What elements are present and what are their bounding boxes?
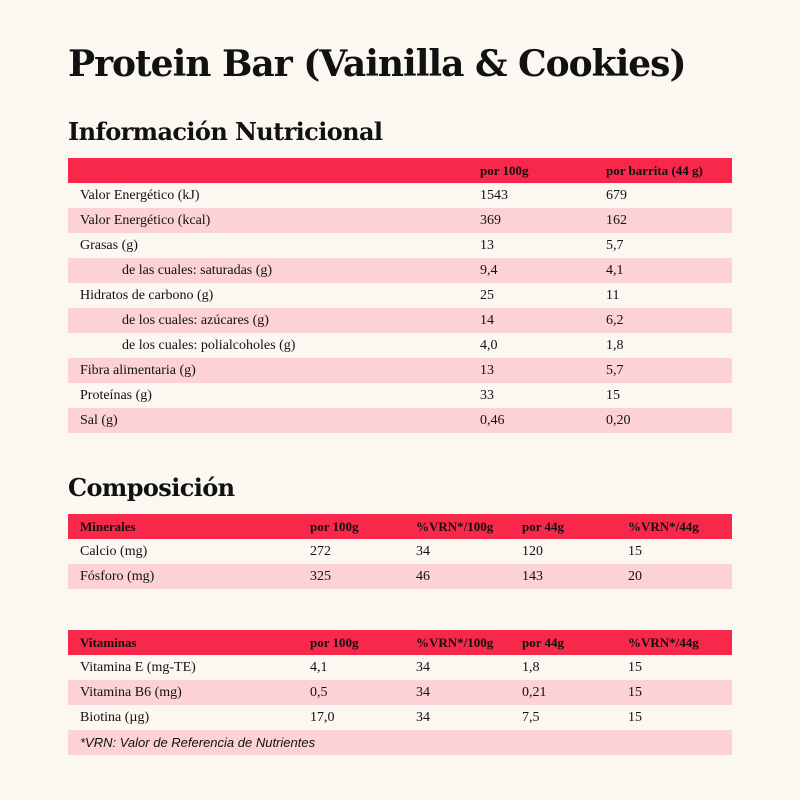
column-header: por 44g bbox=[522, 519, 565, 534]
item-value: 34 bbox=[416, 685, 430, 700]
item-value: 34 bbox=[416, 660, 430, 675]
footnote-row: *VRN: Valor de Referencia de Nutrientes bbox=[68, 730, 732, 755]
nutrient-label: Valor Energético (kJ) bbox=[80, 188, 200, 203]
item-value: 272 bbox=[310, 544, 331, 559]
value-per-100g: 369 bbox=[480, 213, 501, 228]
nutrition-header-row: por 100g por barrita (44 g) bbox=[68, 158, 732, 183]
item-value: 15 bbox=[628, 660, 642, 675]
table-row: Sal (g) 0,46 0,20 bbox=[68, 408, 732, 433]
table-row: de los cuales: polialcoholes (g) 4,0 1,8 bbox=[68, 333, 732, 358]
composition-heading: Composición bbox=[68, 473, 235, 502]
item-value: 20 bbox=[628, 569, 642, 584]
item-label: Vitamina B6 (mg) bbox=[80, 685, 182, 700]
value-per-100g: 4,0 bbox=[480, 338, 498, 353]
item-value: 15 bbox=[628, 544, 642, 559]
footnote: *VRN: Valor de Referencia de Nutrientes bbox=[80, 735, 316, 750]
value-per-bar: 5,7 bbox=[606, 238, 624, 253]
table-row: Calcio (mg) 272 34 120 15 bbox=[68, 539, 732, 564]
item-value: 4,1 bbox=[310, 660, 328, 675]
item-value: 46 bbox=[416, 569, 430, 584]
nutrient-label: Grasas (g) bbox=[80, 238, 138, 253]
column-header: Vitaminas bbox=[80, 635, 137, 650]
item-label: Biotina (µg) bbox=[80, 710, 150, 725]
table-row: Valor Energético (kcal) 369 162 bbox=[68, 208, 732, 233]
item-value: 0,21 bbox=[522, 685, 547, 700]
nutrition-table: por 100g por barrita (44 g) Valor Energé… bbox=[68, 158, 732, 433]
column-header: %VRN*/44g bbox=[628, 519, 699, 534]
nutrient-label: Sal (g) bbox=[80, 413, 118, 428]
nutrient-label: Fibra alimentaria (g) bbox=[80, 363, 196, 378]
table-row: Hidratos de carbono (g) 25 11 bbox=[68, 283, 732, 308]
value-per-bar: 679 bbox=[606, 188, 627, 203]
page-title: Protein Bar (Vainilla & Cookies) bbox=[68, 43, 686, 85]
nutrient-label: de los cuales: polialcoholes (g) bbox=[122, 338, 296, 353]
value-per-100g: 33 bbox=[480, 388, 494, 403]
value-per-100g: 0,46 bbox=[480, 413, 505, 428]
column-header-per-100g: por 100g bbox=[480, 163, 529, 178]
item-label: Calcio (mg) bbox=[80, 544, 148, 559]
table-row: Fósforo (mg) 325 46 143 20 bbox=[68, 564, 732, 589]
table-row: Vitamina E (mg-TE) 4,1 34 1,8 15 bbox=[68, 655, 732, 680]
item-label: Vitamina E (mg-TE) bbox=[80, 660, 196, 675]
item-value: 0,5 bbox=[310, 685, 328, 700]
column-header: %VRN*/44g bbox=[628, 635, 699, 650]
nutrient-label: Valor Energético (kcal) bbox=[80, 213, 211, 228]
value-per-bar: 162 bbox=[606, 213, 627, 228]
table-row: Biotina (µg) 17,0 34 7,5 15 bbox=[68, 705, 732, 730]
value-per-bar: 4,1 bbox=[606, 263, 624, 278]
table-row: Grasas (g) 13 5,7 bbox=[68, 233, 732, 258]
minerals-table: Minerales por 100g %VRN*/100g por 44g %VRN*/… bbox=[68, 514, 732, 589]
value-per-100g: 9,4 bbox=[480, 263, 498, 278]
value-per-100g: 13 bbox=[480, 363, 494, 378]
value-per-bar: 0,20 bbox=[606, 413, 631, 428]
nutrient-label: Proteínas (g) bbox=[80, 388, 152, 403]
item-value: 15 bbox=[628, 685, 642, 700]
column-header: por 100g bbox=[310, 635, 359, 650]
column-header: Minerales bbox=[80, 519, 136, 534]
column-header-per-bar: por barrita (44 g) bbox=[606, 163, 703, 178]
item-value: 34 bbox=[416, 544, 430, 559]
nutrient-label: Hidratos de carbono (g) bbox=[80, 288, 214, 303]
item-value: 34 bbox=[416, 710, 430, 725]
value-per-100g: 13 bbox=[480, 238, 494, 253]
vitamins-table: Vitaminas por 100g %VRN*/100g por 44g %VRN*/… bbox=[68, 630, 732, 755]
item-value: 7,5 bbox=[522, 710, 540, 725]
item-value: 15 bbox=[628, 710, 642, 725]
value-per-bar: 1,8 bbox=[606, 338, 624, 353]
table-row: de las cuales: saturadas (g) 9,4 4,1 bbox=[68, 258, 732, 283]
column-header: %VRN*/100g bbox=[416, 519, 494, 534]
value-per-100g: 1543 bbox=[480, 188, 508, 203]
item-value: 17,0 bbox=[310, 710, 335, 725]
table-row: Fibra alimentaria (g) 13 5,7 bbox=[68, 358, 732, 383]
vitamins-header-row: Vitaminas por 100g %VRN*/100g por 44g %VRN*/… bbox=[68, 630, 732, 655]
item-value: 143 bbox=[522, 569, 543, 584]
value-per-bar: 11 bbox=[606, 288, 620, 303]
column-header: por 44g bbox=[522, 635, 565, 650]
nutrient-label: de las cuales: saturadas (g) bbox=[122, 263, 273, 278]
item-value: 120 bbox=[522, 544, 543, 559]
value-per-100g: 14 bbox=[480, 313, 494, 328]
value-per-bar: 15 bbox=[606, 388, 620, 403]
minerals-header-row: Minerales por 100g %VRN*/100g por 44g %VRN*/… bbox=[68, 514, 732, 539]
table-row: Vitamina B6 (mg) 0,5 34 0,21 15 bbox=[68, 680, 732, 705]
item-label: Fósforo (mg) bbox=[80, 569, 155, 584]
value-per-bar: 5,7 bbox=[606, 363, 624, 378]
nutrient-label: de los cuales: azúcares (g) bbox=[122, 313, 269, 328]
value-per-100g: 25 bbox=[480, 288, 494, 303]
item-value: 1,8 bbox=[522, 660, 540, 675]
table-row: Proteínas (g) 33 15 bbox=[68, 383, 732, 408]
column-header: por 100g bbox=[310, 519, 359, 534]
column-header: %VRN*/100g bbox=[416, 635, 494, 650]
value-per-bar: 6,2 bbox=[606, 313, 624, 328]
item-value: 325 bbox=[310, 569, 331, 584]
nutrition-heading: Información Nutricional bbox=[68, 117, 383, 146]
table-row: Valor Energético (kJ) 1543 679 bbox=[68, 183, 732, 208]
table-row: de los cuales: azúcares (g) 14 6,2 bbox=[68, 308, 732, 333]
